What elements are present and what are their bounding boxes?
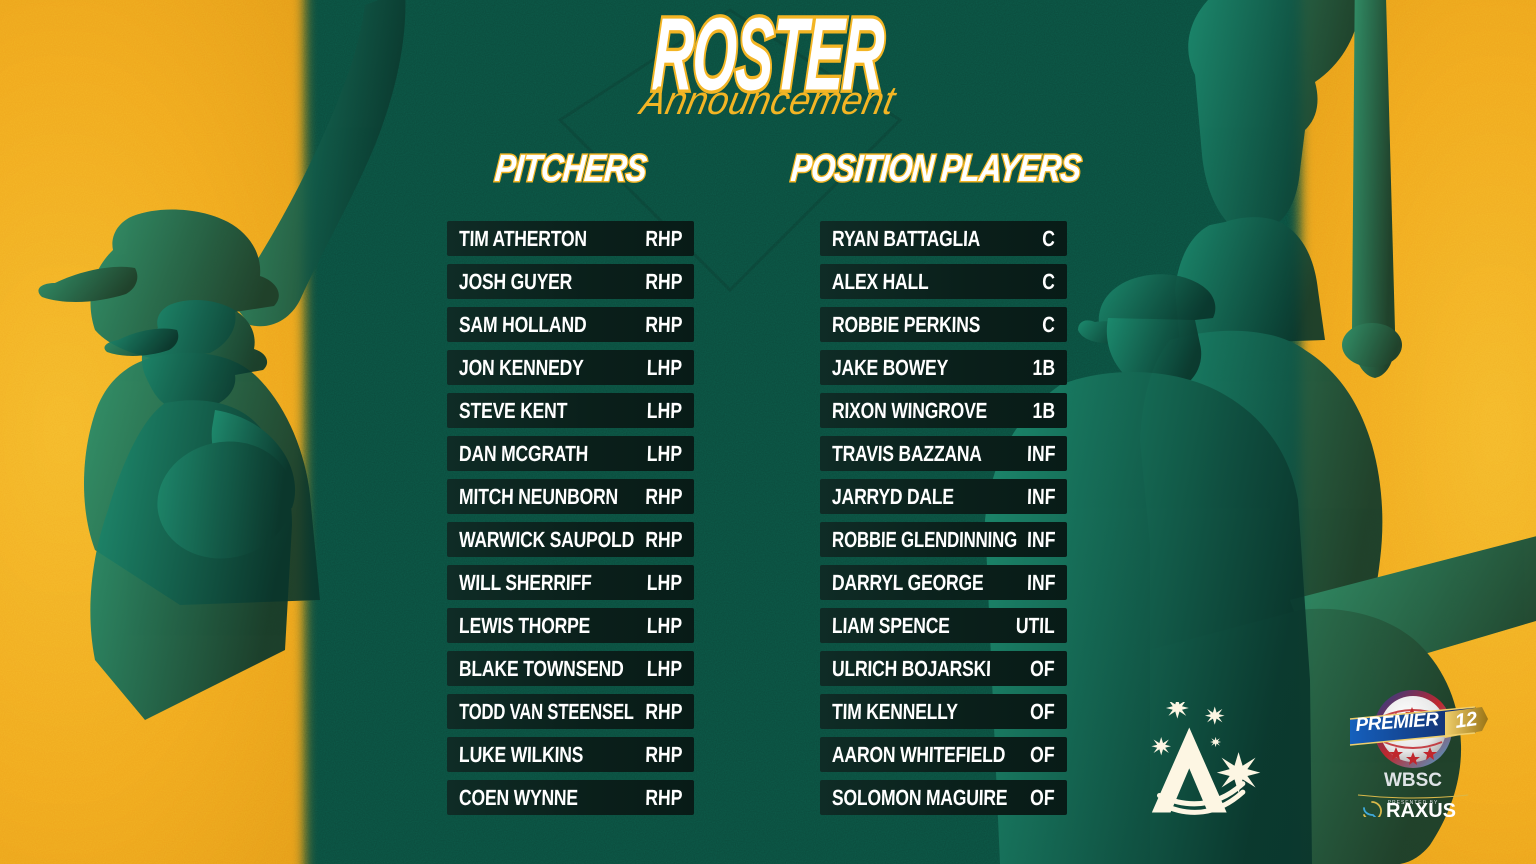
svg-text:RAXUS: RAXUS (1386, 800, 1456, 817)
svg-text:WBSC: WBSC (1384, 770, 1442, 791)
svg-text:12: 12 (1454, 708, 1479, 733)
